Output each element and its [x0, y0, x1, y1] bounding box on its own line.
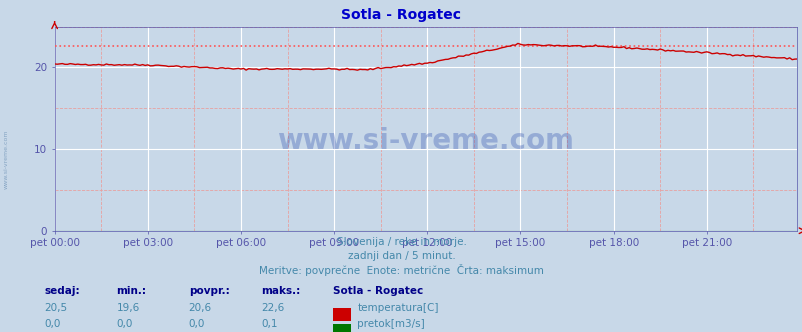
Text: 20,5: 20,5 — [44, 303, 67, 313]
Text: 19,6: 19,6 — [116, 303, 140, 313]
Text: Meritve: povprečne  Enote: metrične  Črta: maksimum: Meritve: povprečne Enote: metrične Črta:… — [259, 264, 543, 276]
Text: www.si-vreme.com: www.si-vreme.com — [277, 127, 573, 155]
Text: 0,0: 0,0 — [44, 319, 60, 329]
Text: zadnji dan / 5 minut.: zadnji dan / 5 minut. — [347, 251, 455, 261]
Text: Sotla - Rogatec: Sotla - Rogatec — [341, 8, 461, 22]
Text: 0,0: 0,0 — [188, 319, 205, 329]
Text: temperatura[C]: temperatura[C] — [357, 303, 438, 313]
Text: Sotla - Rogatec: Sotla - Rogatec — [333, 286, 423, 295]
Text: 22,6: 22,6 — [261, 303, 284, 313]
Text: Slovenija / reke in morje.: Slovenija / reke in morje. — [336, 237, 466, 247]
Text: www.si-vreme.com: www.si-vreme.com — [4, 129, 9, 189]
Text: 20,6: 20,6 — [188, 303, 212, 313]
Text: sedaj:: sedaj: — [44, 286, 79, 295]
Text: povpr.:: povpr.: — [188, 286, 229, 295]
Text: maks.:: maks.: — [261, 286, 300, 295]
Text: 0,0: 0,0 — [116, 319, 132, 329]
Text: 0,1: 0,1 — [261, 319, 277, 329]
Text: min.:: min.: — [116, 286, 146, 295]
Text: pretok[m3/s]: pretok[m3/s] — [357, 319, 424, 329]
